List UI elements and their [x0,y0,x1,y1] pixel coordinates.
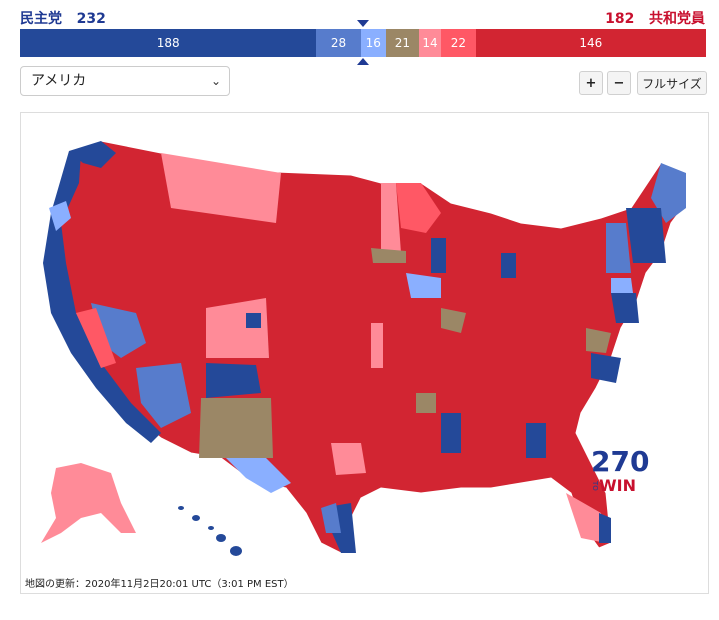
mississippi-dem [441,413,461,453]
logo-to: TO [591,480,599,491]
georgia-dem [526,423,546,458]
rep-total-label: 182 共和党員 [605,8,705,28]
alaska-lean-rep-small [381,183,401,253]
new-mexico-dem [206,363,261,398]
ohio-tossup [441,308,466,333]
hawaii-island-1 [178,506,184,510]
dem-party-name: 民主党 [20,11,62,27]
hawaii-island-4 [216,534,226,542]
bar-segment-6: 146 [475,29,706,57]
majority-marker-bottom-icon [357,58,369,65]
illinois-dem [431,238,446,273]
dem-total-label: 民主党 232 [20,8,106,28]
iowa-tossup [371,248,406,263]
region-select[interactable]: アメリカ ⌄ [20,66,230,96]
chevron-down-icon: ⌄ [210,74,221,88]
bar-segment-0: 188 [20,29,317,57]
northeast-lean-dem [611,278,633,293]
michigan-dem [501,253,516,278]
hawaii-island-2 [192,515,200,521]
nc-dem [591,353,621,383]
arizona-likely-dem [136,363,191,428]
majority-marker-top-icon [357,20,369,27]
logo-win: WIN [599,476,636,495]
texas-lean-dem [226,458,291,493]
bar-segment-2: 16 [360,29,386,57]
map-frame: 270 TO WIN 地図の更新：2020年11月2日20:01 UTC（3:0… [20,112,709,594]
northeast-likely-dem [606,223,631,273]
oregon-lean-dem [49,201,71,231]
dem-seat-count: 232 [76,11,106,27]
bar-segment-5: 22 [441,29,476,57]
illinois-lean-dem [406,273,441,298]
seat-count-bar: 188 28 16 21 14 22 146 [20,29,706,57]
hawaii-island-3 [208,526,214,530]
fullsize-button[interactable]: フルサイズ [637,71,707,95]
kansas-lean-rep [371,323,383,368]
alaska-shape [41,463,136,543]
zoom-out-button[interactable]: − [607,71,631,95]
header: 民主党 232 182 共和党員 [20,8,705,28]
new-mexico-tossup [199,398,273,458]
colorado-dem [246,313,261,328]
washington-dem-region [69,141,116,168]
rep-seat-count: 182 [605,11,635,27]
region-select-value: アメリカ [31,73,87,89]
bar-segment-1: 28 [316,29,361,57]
virginia-tossup [586,328,611,353]
logo-number: 270 [591,445,650,478]
georgia-tossup [416,393,436,413]
california-likely-rep [76,308,116,368]
montana-lean-rep [161,153,281,223]
new-england-dem [626,208,666,263]
map-updated-timestamp: 地図の更新：2020年11月2日20:01 UTC（3:01 PM EST） [25,579,294,590]
270-to-win-logo: 270 TO WIN [591,445,650,496]
bar-segment-3: 21 [385,29,419,57]
hawaii-island-5 [230,546,242,556]
rep-party-name: 共和党員 [649,11,705,27]
florida-lean-rep [566,493,606,543]
minnesota-likely-rep [396,183,441,233]
us-house-map[interactable] [21,113,708,593]
west-coast-dem-region [43,151,161,443]
zoom-in-button[interactable]: + [579,71,603,95]
mid-atlantic-dem [611,293,639,323]
texas-likely-dem [321,503,341,533]
bar-segment-4: 14 [418,29,442,57]
texas-lean-rep [331,443,366,475]
florida-dem [599,513,611,543]
